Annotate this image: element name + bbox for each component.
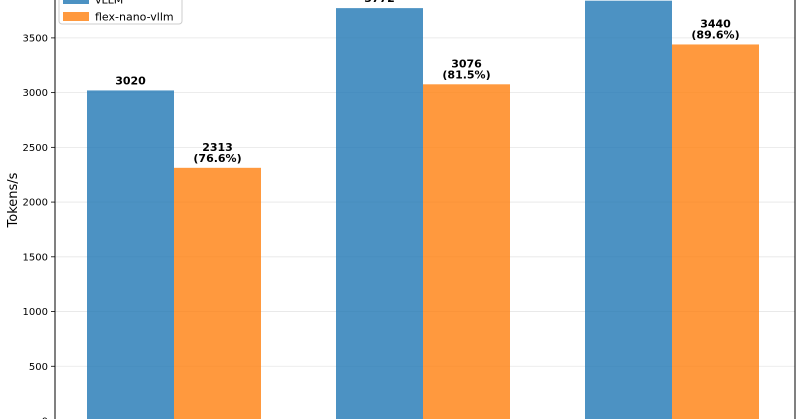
bar-vllm-2 [336,8,423,419]
bar-flex-nano-vllm-3 [672,44,759,419]
data-label: 3020 [115,74,146,87]
data-label: 3772 [364,0,395,5]
legend-box [58,0,183,25]
data-label: 3076 [451,57,482,70]
legend-swatch-vllm [63,0,89,4]
y-tick-label: 500 [29,362,48,373]
bar-flex-nano-vllm-1 [174,167,261,419]
data-label: (76.6%) [193,152,241,165]
bars [87,0,759,419]
y-tick-label: 3000 [23,88,48,99]
legend-label-flex-nano-vllm: flex-nano-vllm [95,11,174,24]
y-tick-label: 2500 [23,143,48,154]
y-tick-label: 1500 [23,252,48,263]
bar-vllm-1 [87,90,174,419]
y-tick-label: 0 [42,417,48,419]
y-axis-title: Tokens/s [6,172,21,228]
data-labels: 3020377238402313(76.6%)3076(81.5%)3440(8… [115,0,739,165]
data-label: 3440 [700,17,731,30]
y-tick-label: 2000 [23,198,48,209]
bar-flex-nano-vllm-2 [423,84,510,419]
legend-swatch-flex-nano-vllm [63,12,89,21]
data-label: (89.6%) [691,28,739,41]
y-tick-label: 1000 [23,307,48,318]
bar-vllm-3 [585,0,672,419]
data-label: (81.5%) [442,68,490,81]
y-tick-label: 3500 [23,33,48,44]
legend: vLLM flex-nano-vllm [58,0,183,25]
axes: 0 500 1000 1500 2000 2500 3000 3500 [23,0,796,419]
data-label: 2313 [202,141,233,154]
legend-label-vllm: vLLM [95,0,123,7]
